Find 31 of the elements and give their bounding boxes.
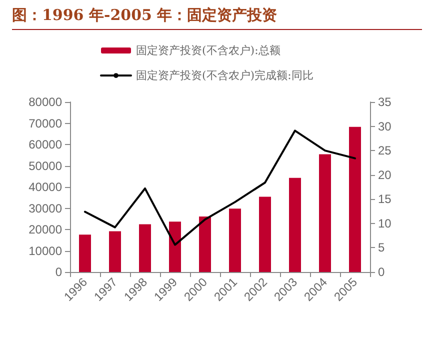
legend-label: 固定资产投资(不含农户):总额 xyxy=(136,44,280,57)
bar xyxy=(79,234,91,272)
y2-tick-label: 15 xyxy=(378,192,392,206)
bar xyxy=(349,126,361,272)
bar xyxy=(259,196,271,272)
bar xyxy=(319,154,331,272)
y-tick-label: 50000 xyxy=(28,158,62,173)
chart-title: 图：1996 年-2005 年：固定资产投资 xyxy=(12,6,422,30)
y-tick-label: 80000 xyxy=(28,95,62,109)
bar xyxy=(289,178,301,272)
bar xyxy=(109,231,121,272)
y2-tick-label: 35 xyxy=(378,95,392,109)
bar xyxy=(139,224,151,272)
y2-tick-label: 5 xyxy=(378,240,385,255)
line-series xyxy=(84,130,356,246)
y2-tick-label: 20 xyxy=(378,168,392,182)
y-tick-label: 70000 xyxy=(28,116,62,130)
y-tick-label: 40000 xyxy=(28,180,62,194)
y-tick-label: 20000 xyxy=(28,222,62,236)
bar xyxy=(229,208,241,272)
y-tick-label: 0 xyxy=(55,265,62,279)
y-tick-label: 10000 xyxy=(28,244,62,258)
y2-tick-label: 0 xyxy=(378,265,385,279)
y2-tick-label: 10 xyxy=(378,216,392,230)
y2-tick-label: 25 xyxy=(378,144,392,158)
y2-tick-label: 30 xyxy=(378,119,392,134)
y-tick-label: 30000 xyxy=(28,201,62,216)
y-tick-label: 60000 xyxy=(28,138,62,152)
bar xyxy=(169,222,181,272)
bar xyxy=(199,216,211,272)
legend-label: 固定资产投资(不含农户)完成额:同比 xyxy=(136,69,314,82)
